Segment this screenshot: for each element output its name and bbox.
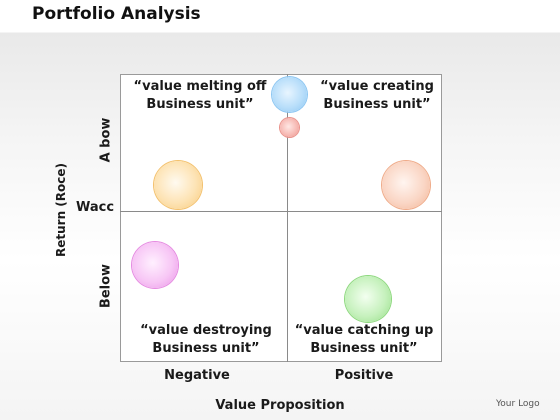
y-axis-label-below: Below [98, 263, 114, 309]
quadrant-label-top-right: “value creating Business unit” [288, 78, 466, 114]
quadrant-label-line: “value creating [320, 79, 434, 94]
quadrant-matrix [120, 74, 442, 362]
bubble-green [345, 276, 391, 322]
bubble-yellow [154, 161, 202, 209]
bubble-pink-small [280, 118, 299, 137]
bubble-peach [382, 161, 430, 209]
quadrant-label-top-left: “value melting off Business unit” [110, 78, 290, 114]
quadrant-label-bottom-left: “value destroying Business unit” [116, 322, 296, 358]
quadrant-label-line: “value destroying [140, 323, 272, 338]
quadrant-label-line: “value catching up [294, 323, 434, 338]
quadrant-label-line: Business unit” [310, 341, 418, 356]
bubble-magenta [132, 242, 178, 288]
y-axis-title: Return (Roce) [54, 162, 68, 258]
quadrant-label-line: Business unit” [323, 97, 431, 112]
quadrant-label-line: Business unit” [146, 97, 254, 112]
y-axis-threshold-label: Wacc [76, 200, 115, 215]
quadrant-label-bottom-right: “value catching up Business unit” [280, 322, 448, 358]
horizontal-divider [120, 211, 442, 212]
vertical-divider [287, 74, 288, 362]
x-axis-title: Value Proposition [215, 398, 345, 413]
y-axis-label-above: A bow [98, 117, 114, 163]
x-axis-label-negative: Negative [164, 368, 230, 383]
page-title: Portfolio Analysis [32, 4, 201, 24]
quadrant-label-line: “value melting off [133, 79, 267, 94]
bubble-blue [272, 77, 307, 112]
quadrant-label-line: Business unit” [152, 341, 260, 356]
x-axis-label-positive: Positive [334, 368, 394, 383]
logo-text: Your Logo [496, 399, 540, 409]
